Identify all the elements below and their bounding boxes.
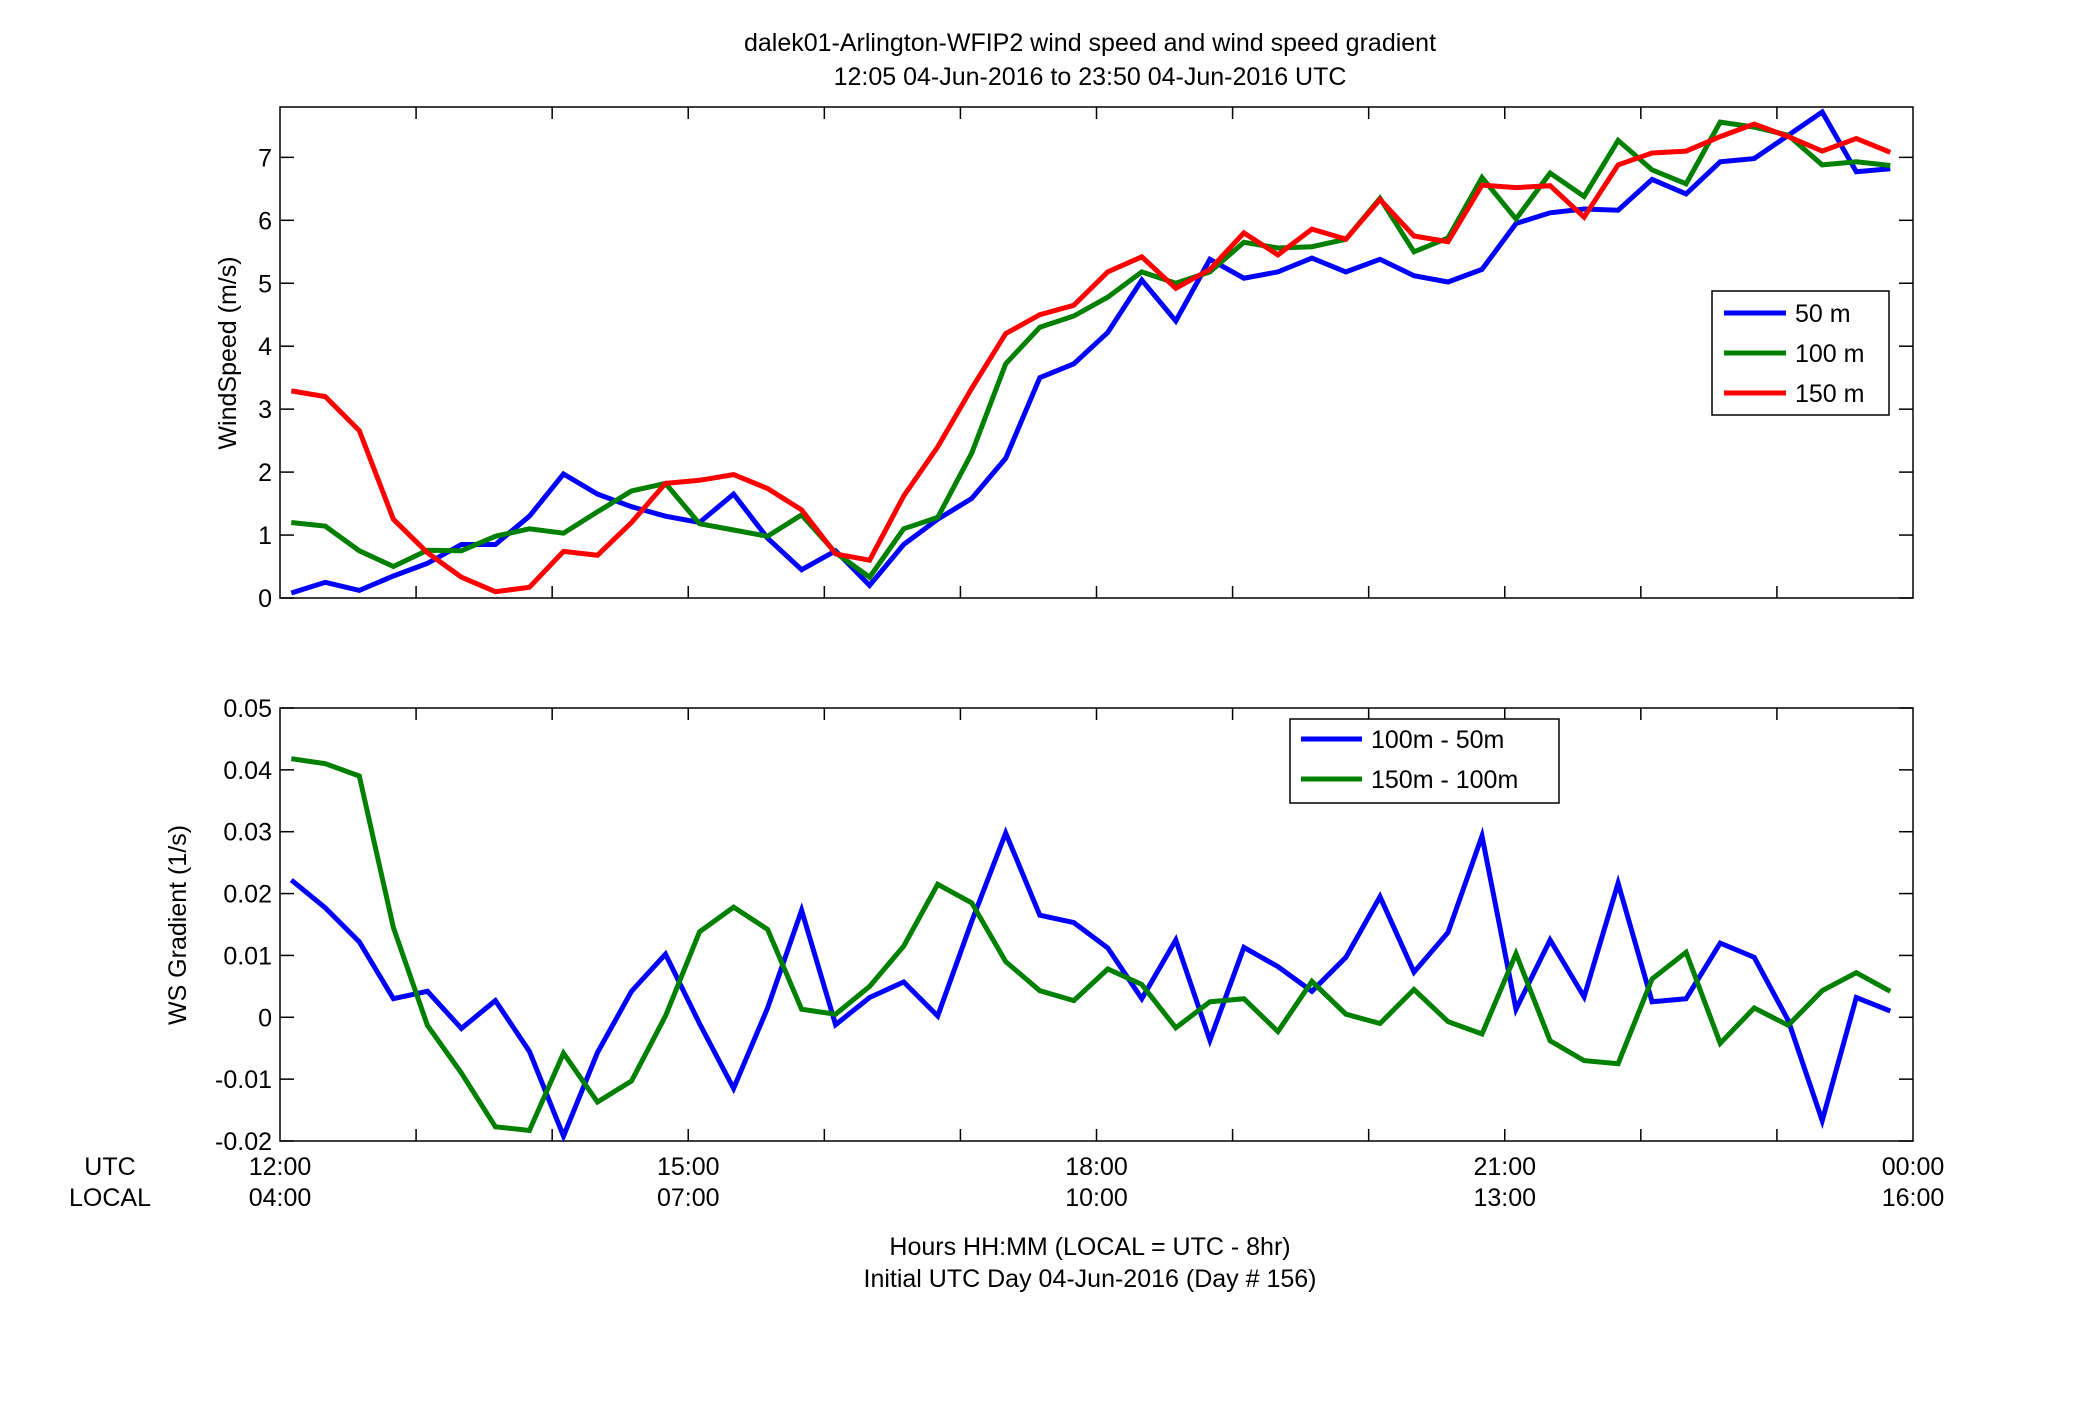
- x-tick-labels: 12:00 04:00 15:00 07:00 18:00 10:00 21:00 13:00…: [249, 1153, 1945, 1212]
- x-tick-label-utc: 15:00: [657, 1153, 720, 1181]
- windspeed-series-lines: [290, 108, 1892, 596]
- legend-label-50m: 50 m: [1795, 300, 1851, 328]
- windspeed-panel: 0 1 2 3 4 5 6 7 WindSpeed (m/s) 50 m 100 m 150 …: [214, 106, 1914, 613]
- gradient-y-axis: -0.02 -0.01 0 0.01 0.02 0.03 0.04 0.05: [215, 695, 1913, 1156]
- gradient-plot-frame: [279, 707, 1914, 1142]
- windspeed-x-axis: [415, 107, 1778, 598]
- windspeed-y-axis: 0 1 2 3 4 5 6 7: [258, 144, 1913, 613]
- x-tick-label-local: 10:00: [1065, 1184, 1128, 1212]
- x-tick-label-utc: 00:00: [1882, 1153, 1945, 1181]
- gradient-panel: -0.02 -0.01 0 0.01 0.02 0.03 0.04 0.05 WS Gradi…: [164, 695, 1914, 1156]
- gradient-y-tick-label: -0.01: [215, 1066, 272, 1094]
- gradient-y-tick-label: 0.02: [223, 881, 272, 909]
- gradient-y-axis-label: WS Gradient (1/s): [164, 825, 192, 1025]
- x-axis-label-line1: Hours HH:MM (LOCAL = UTC - 8hr): [889, 1233, 1290, 1261]
- gradient-y-tick-label: 0: [258, 1004, 272, 1032]
- gradient-y-tick-label: 0.05: [223, 695, 272, 723]
- x-tick-label-local: 04:00: [249, 1184, 312, 1212]
- windspeed-series-line-50m: [290, 108, 1891, 596]
- legend-label-150m: 150 m: [1795, 380, 1864, 408]
- windspeed-y-tick-label: 3: [258, 396, 272, 424]
- windspeed-y-axis-label: WindSpeed (m/s): [214, 256, 242, 449]
- windspeed-y-tick-label: 0: [258, 585, 272, 613]
- windspeed-y-tick-label: 1: [258, 522, 272, 550]
- windspeed-series-line-150m: [290, 121, 1892, 595]
- windspeed-y-tick-label: 5: [258, 270, 272, 298]
- utc-row-label: UTC: [84, 1153, 135, 1181]
- x-tick-label-local: 16:00: [1882, 1184, 1945, 1212]
- gradient-x-axis: [415, 708, 1778, 1141]
- gradient-y-tick-label: 0.01: [223, 942, 272, 970]
- chart-title-line2: 12:05 04-Jun-2016 to 23:50 04-Jun-2016 U…: [834, 63, 1347, 91]
- gradient-series-line-100m-50m: [289, 826, 1892, 1143]
- gradient-legend-box: [1289, 718, 1560, 804]
- x-tick-label-utc: 21:00: [1473, 1153, 1536, 1181]
- windspeed-y-tick-label: 2: [258, 459, 272, 487]
- x-tick-label-local: 13:00: [1473, 1184, 1536, 1212]
- local-row-label: LOCAL: [69, 1184, 151, 1212]
- windspeed-legend: 50 m 100 m 150 m: [1711, 290, 1890, 416]
- legend-label-100m: 100 m: [1795, 340, 1864, 368]
- windspeed-plot-frame: [279, 106, 1914, 599]
- x-axis-label-line2: Initial UTC Day 04-Jun-2016 (Day # 156): [864, 1265, 1317, 1293]
- gradient-y-tick-label: -0.02: [215, 1128, 272, 1156]
- windspeed-y-tick-label: 6: [258, 207, 272, 235]
- legend-label-100m-50m: 100m - 50m: [1371, 726, 1504, 754]
- windspeed-y-tick-label: 4: [258, 333, 272, 361]
- windspeed-series-line-100m: [291, 119, 1891, 581]
- gradient-series-line-150m-100m: [290, 756, 1892, 1134]
- x-tick-label-utc: 12:00: [249, 1153, 312, 1181]
- x-tick-label-local: 07:00: [657, 1184, 720, 1212]
- legend-label-150m-100m: 150m - 100m: [1371, 766, 1518, 794]
- x-tick-label-utc: 18:00: [1065, 1153, 1128, 1181]
- windspeed-y-tick-label: 7: [258, 144, 272, 172]
- gradient-series-lines: [289, 756, 1892, 1143]
- gradient-y-tick-label: 0.04: [223, 757, 272, 785]
- gradient-y-tick-label: 0.03: [223, 819, 272, 847]
- gradient-legend: 100m - 50m 150m - 100m: [1289, 718, 1560, 804]
- chart-title-line1: dalek01-Arlington-WFIP2 wind speed and w…: [744, 29, 1436, 57]
